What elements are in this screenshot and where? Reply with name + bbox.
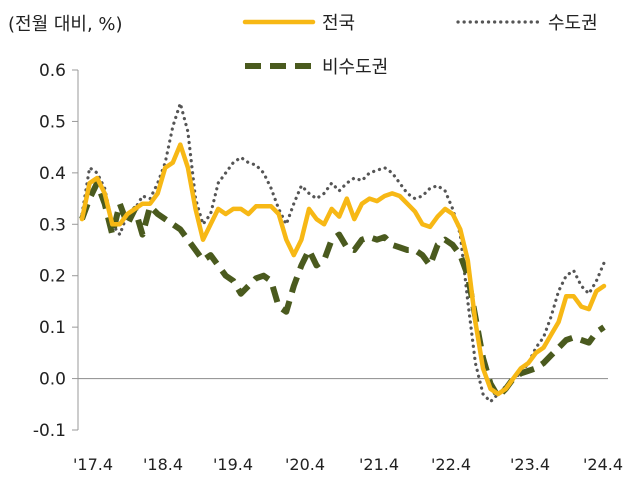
series-line-dotted <box>80 101 606 404</box>
x-tick-label: '22.4 <box>431 455 471 474</box>
legend-label: 비수도권 <box>322 57 388 78</box>
y-tick-label: 0.1 <box>39 318 66 338</box>
series-line-dashed <box>79 180 606 400</box>
legend-label: 전국 <box>322 13 355 34</box>
x-tick-label: '24.4 <box>583 455 623 474</box>
y-tick-label: 0.3 <box>39 215 66 235</box>
y-tick-label: -0.1 <box>33 421 66 441</box>
y-tick-label: 0.5 <box>39 112 66 132</box>
x-tick-label: '17.4 <box>73 455 113 474</box>
x-tick-label: '18.4 <box>143 455 183 474</box>
y-axis-unit-label: (전월 대비, %) <box>8 14 123 35</box>
x-tick-label: '23.4 <box>510 455 550 474</box>
axes: 0.6 0.5 0.4 0.3 0.2 0.1 0.0 -0.1 '17.4 '18.4 '19.4… <box>33 61 623 474</box>
y-tick-label: 0.6 <box>39 61 66 81</box>
y-tick-label: 0.4 <box>39 164 66 184</box>
legend-label: 수도권 <box>548 13 598 34</box>
series-line-solid <box>79 142 607 397</box>
x-tick-label: '21.4 <box>359 455 399 474</box>
y-tick-label: 0.2 <box>39 267 66 287</box>
series-layer <box>79 101 607 404</box>
x-tick-label: '19.4 <box>213 455 253 474</box>
y-tick-label: 0.0 <box>39 370 66 390</box>
x-tick-label: '20.4 <box>285 455 325 474</box>
